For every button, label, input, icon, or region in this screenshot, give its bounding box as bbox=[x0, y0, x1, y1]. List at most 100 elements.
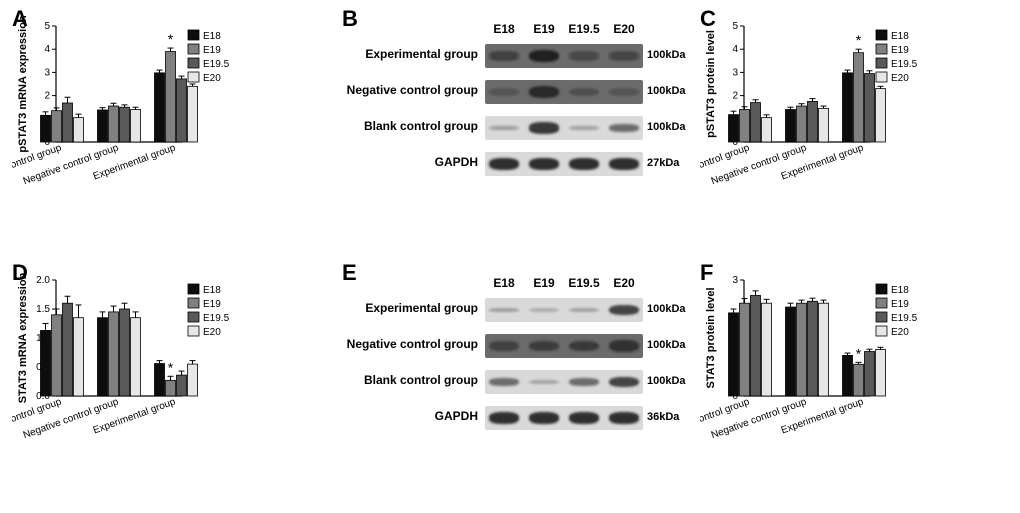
blot-col-label: E19 bbox=[525, 22, 563, 36]
svg-text:E19: E19 bbox=[891, 45, 909, 56]
blot-col-label: E20 bbox=[605, 276, 643, 290]
svg-text:5: 5 bbox=[44, 21, 50, 32]
blot-band bbox=[609, 124, 639, 132]
blot-band bbox=[609, 88, 639, 96]
blot-col-label: E18 bbox=[485, 22, 523, 36]
chart-stat3-protein: 0123STAT3 protein levelBlank control gro… bbox=[700, 262, 990, 442]
blot-col-label: E18 bbox=[485, 276, 523, 290]
svg-text:STAT3 mRNA expression: STAT3 mRNA expression bbox=[17, 272, 29, 403]
svg-text:Negative control group: Negative control group bbox=[22, 396, 121, 441]
blot-band bbox=[529, 380, 559, 384]
blot-row-label: Experimental group bbox=[330, 48, 478, 61]
svg-text:E18: E18 bbox=[891, 31, 909, 42]
blot-band bbox=[609, 412, 639, 424]
blot-band bbox=[529, 308, 559, 312]
svg-text:*: * bbox=[856, 32, 862, 48]
blot-band bbox=[609, 158, 639, 170]
blot-band bbox=[489, 378, 519, 386]
svg-text:E19.5: E19.5 bbox=[203, 59, 230, 70]
svg-text:2.0: 2.0 bbox=[36, 275, 50, 286]
blot-kda-label: 36kDa bbox=[647, 411, 679, 423]
blot-band bbox=[529, 50, 559, 63]
svg-text:E20: E20 bbox=[203, 73, 221, 84]
blot-kda-label: 100kDa bbox=[647, 303, 686, 315]
blot-band bbox=[529, 412, 559, 424]
blot-kda-label: 100kDa bbox=[647, 49, 686, 61]
blot-row-label: Blank control group bbox=[330, 374, 478, 387]
svg-text:*: * bbox=[168, 359, 174, 375]
blot-band bbox=[529, 341, 559, 351]
blot-band bbox=[569, 341, 599, 352]
svg-text:E19: E19 bbox=[203, 45, 221, 56]
blot-strip bbox=[485, 152, 643, 176]
blot-row-label: GAPDH bbox=[330, 410, 478, 423]
blot-band bbox=[569, 51, 599, 60]
svg-text:4: 4 bbox=[732, 44, 738, 55]
blot-band bbox=[489, 308, 519, 312]
blot-band bbox=[489, 88, 519, 96]
blot-kda-label: 100kDa bbox=[647, 339, 686, 351]
blot-band bbox=[609, 377, 639, 388]
svg-text:2: 2 bbox=[732, 91, 738, 102]
svg-text:E18: E18 bbox=[203, 31, 221, 42]
blot-band bbox=[529, 158, 559, 170]
svg-text:*: * bbox=[856, 345, 862, 361]
blot-row-label: Negative control group bbox=[330, 84, 478, 97]
blot-col-label: E19.5 bbox=[565, 22, 603, 36]
blot-strip bbox=[485, 334, 643, 358]
blot-strip bbox=[485, 80, 643, 104]
svg-text:E18: E18 bbox=[891, 285, 909, 296]
blot-band bbox=[569, 308, 599, 312]
svg-text:4: 4 bbox=[44, 44, 50, 55]
svg-text:E18: E18 bbox=[203, 285, 221, 296]
blot-row-label: Experimental group bbox=[330, 302, 478, 315]
blot-strip bbox=[485, 298, 643, 322]
blot-band bbox=[529, 122, 559, 133]
blot-col-label: E19 bbox=[525, 276, 563, 290]
svg-text:Negative control group: Negative control group bbox=[710, 396, 809, 441]
blot-row-label: Negative control group bbox=[330, 338, 478, 351]
blot-strip bbox=[485, 370, 643, 394]
blot-col-label: E19.5 bbox=[565, 276, 603, 290]
svg-text:3: 3 bbox=[732, 275, 738, 286]
blot-band bbox=[489, 126, 519, 130]
svg-text:E20: E20 bbox=[891, 327, 909, 338]
blot-band bbox=[609, 305, 639, 316]
blot-band bbox=[489, 158, 519, 170]
svg-text:E19.5: E19.5 bbox=[203, 313, 230, 324]
blot-row-label: Blank control group bbox=[330, 120, 478, 133]
svg-text:3: 3 bbox=[732, 67, 738, 78]
blot-strip bbox=[485, 44, 643, 68]
western-blot-pstat3: E18E19E19.5E20Experimental group100kDaNe… bbox=[330, 8, 660, 198]
blot-row-label: GAPDH bbox=[330, 156, 478, 169]
western-blot-stat3: E18E19E19.5E20Experimental group100kDaNe… bbox=[330, 262, 660, 452]
svg-text:2: 2 bbox=[44, 91, 50, 102]
svg-text:Negative control group: Negative control group bbox=[710, 142, 809, 187]
svg-text:E19: E19 bbox=[203, 299, 221, 310]
svg-text:1.5: 1.5 bbox=[36, 304, 50, 315]
blot-strip bbox=[485, 116, 643, 140]
svg-text:E19.5: E19.5 bbox=[891, 313, 918, 324]
blot-col-label: E20 bbox=[605, 22, 643, 36]
svg-text:5: 5 bbox=[732, 21, 738, 32]
chart-pstat3-mrna: 012345pSTAT3 mRNA expressionBlank contro… bbox=[12, 8, 302, 188]
blot-band bbox=[609, 51, 639, 61]
svg-text:STAT3 protein level: STAT3 protein level bbox=[705, 287, 717, 388]
svg-text:pSTAT3 protein level: pSTAT3 protein level bbox=[705, 30, 717, 138]
blot-band bbox=[569, 88, 599, 97]
blot-band bbox=[489, 412, 519, 424]
svg-text:E20: E20 bbox=[891, 73, 909, 84]
blot-kda-label: 100kDa bbox=[647, 121, 686, 133]
chart-stat3-mrna: 0.00.51.01.52.0STAT3 mRNA expressionBlan… bbox=[12, 262, 302, 442]
svg-text:Negative control group: Negative control group bbox=[22, 142, 121, 187]
svg-text:E19.5: E19.5 bbox=[891, 59, 918, 70]
blot-kda-label: 27kDa bbox=[647, 157, 679, 169]
svg-text:E19: E19 bbox=[891, 299, 909, 310]
svg-text:E20: E20 bbox=[203, 327, 221, 338]
svg-text:3: 3 bbox=[44, 67, 50, 78]
blot-band bbox=[489, 341, 519, 351]
blot-band bbox=[609, 340, 639, 351]
blot-band bbox=[489, 51, 519, 61]
blot-band bbox=[569, 412, 599, 424]
svg-text:*: * bbox=[168, 31, 174, 47]
